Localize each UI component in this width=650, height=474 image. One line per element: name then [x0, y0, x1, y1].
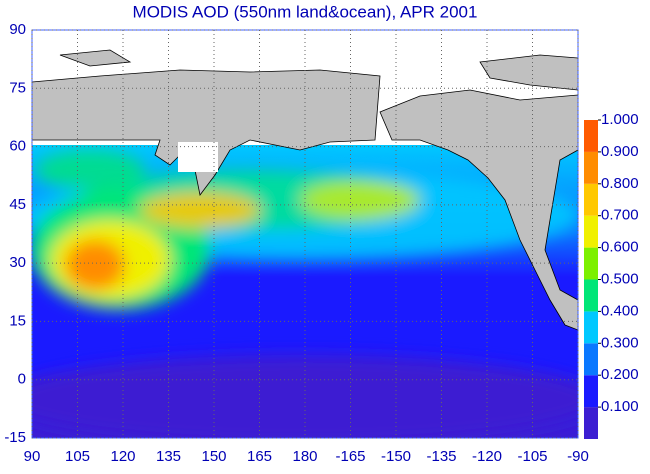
y-tick-label: 60 — [9, 138, 26, 155]
colorbar-band — [584, 183, 598, 216]
x-tick-label: 90 — [24, 448, 41, 465]
y-tick-label: 75 — [9, 79, 26, 96]
y-tick-label: 0 — [18, 371, 26, 388]
colorbar-band — [584, 151, 598, 184]
chart-title: MODIS AOD (550nm land&ocean), APR 2001 — [133, 2, 478, 21]
y-tick-label: 15 — [9, 312, 26, 329]
x-tick-label: 180 — [292, 448, 317, 465]
x-tick-label: 165 — [247, 448, 272, 465]
colorbar-band — [584, 215, 598, 248]
colorbar-band — [584, 247, 598, 280]
y-tick-label: 30 — [9, 254, 26, 271]
colorbar-band — [584, 343, 598, 376]
colorbar-band — [584, 375, 598, 408]
colorbar-tick-label: 0.200 — [601, 366, 639, 383]
colorbar-tick-label: 0.600 — [601, 239, 639, 256]
colorbar-tick-label: 1.000 — [601, 111, 639, 128]
x-tick-label: 135 — [156, 448, 181, 465]
x-tick-label: -90 — [567, 448, 589, 465]
colorbar-band — [584, 120, 598, 152]
x-tick-label: 150 — [201, 448, 226, 465]
x-tick-label: -135 — [426, 448, 456, 465]
colorbar-tick-label: 0.800 — [601, 175, 639, 192]
x-tick-label: -105 — [517, 448, 547, 465]
colorbar-band — [584, 311, 598, 344]
colorbar-band — [584, 407, 598, 439]
colorbar-tick-label: 0.300 — [601, 334, 639, 351]
x-tick-label: 105 — [65, 448, 90, 465]
aod-field — [32, 145, 578, 438]
land — [32, 49, 578, 331]
colorbar-tick-label: 0.700 — [601, 207, 639, 224]
y-tick-label: -15 — [4, 429, 26, 446]
x-tick-label: 120 — [110, 448, 135, 465]
colorbar-band — [584, 279, 598, 312]
colorbar-tick-label: 0.500 — [601, 270, 639, 287]
colorbar-tick-label: 0.900 — [601, 143, 639, 160]
y-tick-label: 90 — [9, 21, 26, 38]
y-tick-label: 45 — [9, 196, 26, 213]
x-tick-label: -120 — [472, 448, 502, 465]
map — [32, 30, 578, 438]
colorbar-tick-label: 0.100 — [601, 398, 639, 415]
colorbar-tick-label: 0.400 — [601, 302, 639, 319]
x-tick-label: -150 — [381, 448, 411, 465]
x-tick-label: -165 — [335, 448, 365, 465]
